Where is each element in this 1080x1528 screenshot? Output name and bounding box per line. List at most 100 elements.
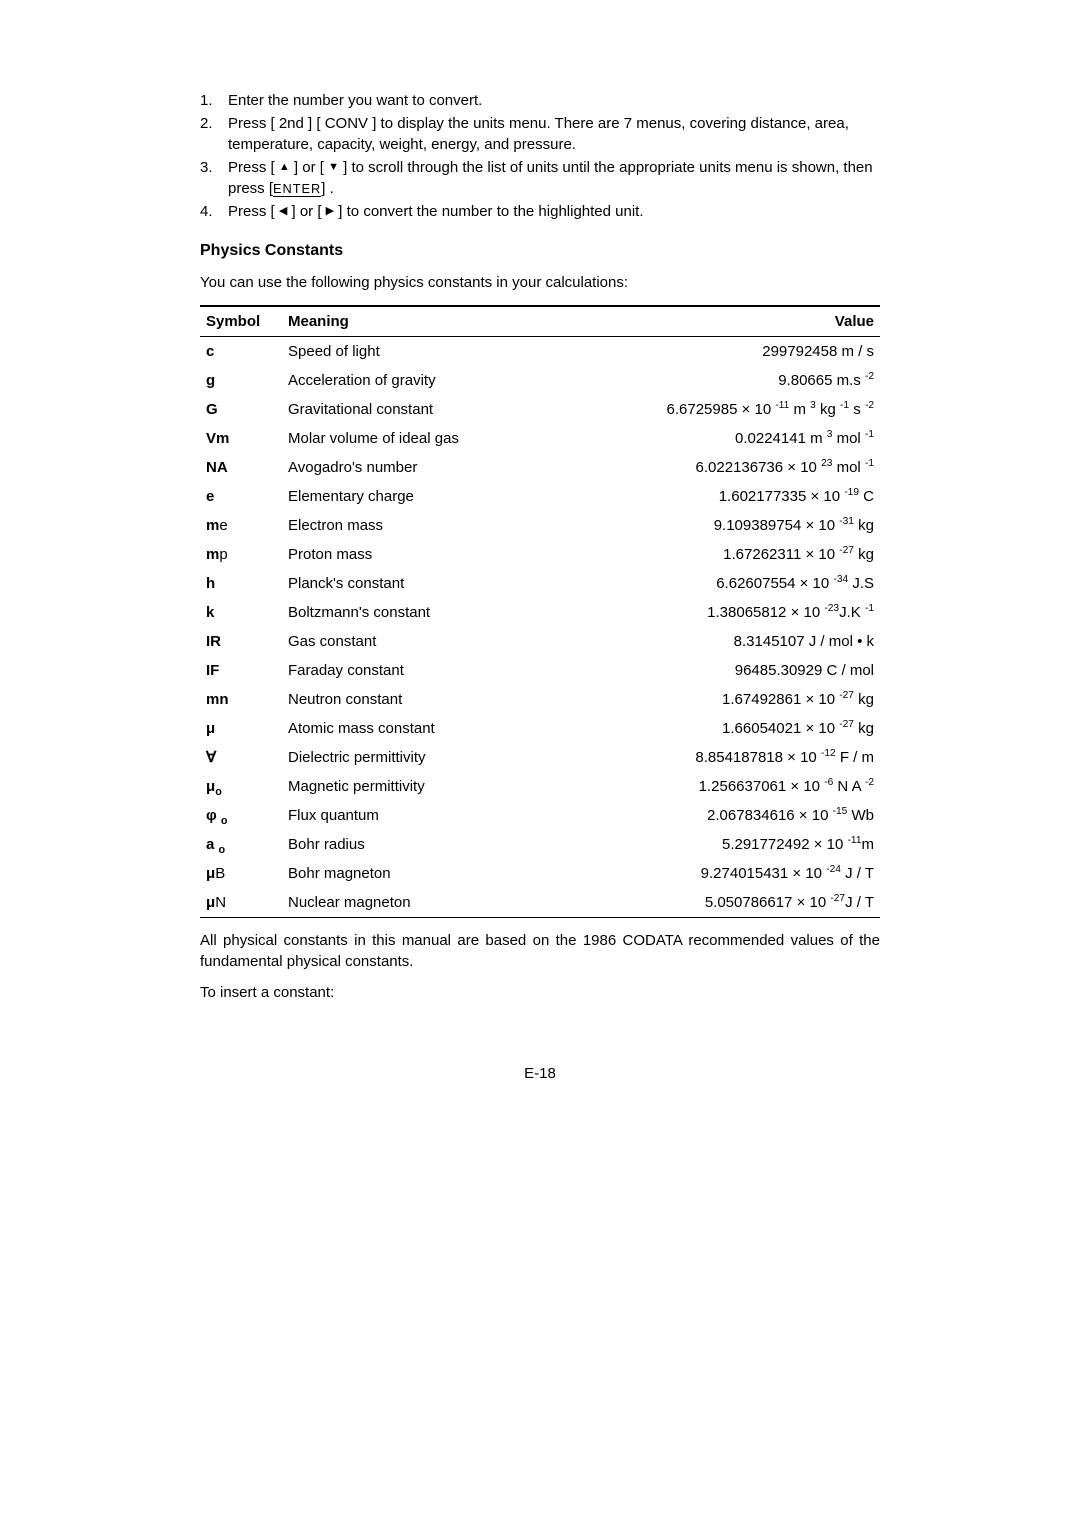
cell-symbol: mp — [200, 540, 282, 569]
cell-value: 1.66054021 × 10 -27 kg — [554, 714, 880, 743]
cell-symbol: ∀ — [200, 743, 282, 772]
cell-symbol: μ — [200, 714, 282, 743]
cell-value: 9.109389754 × 10 -31 kg — [554, 511, 880, 540]
step: 4.Press [ ◀ ] or [ ▶ ] to convert the nu… — [200, 201, 880, 222]
cell-symbol: NA — [200, 453, 282, 482]
cell-symbol: Vm — [200, 424, 282, 453]
step: 1.Enter the number you want to convert. — [200, 90, 880, 111]
cell-symbol: a ο — [200, 830, 282, 859]
header-symbol: Symbol — [200, 306, 282, 337]
cell-meaning: Faraday constant — [282, 656, 554, 685]
step: 2.Press [ 2nd ] [ CONV ] to display the … — [200, 113, 880, 155]
table-row: μNNuclear magneton5.050786617 × 10 -27J … — [200, 888, 880, 918]
cell-value: 1.38065812 × 10 -23J.K -1 — [554, 598, 880, 627]
step: 3.Press [ ▲ ] or [ ▼ ] to scroll through… — [200, 157, 880, 199]
table-row: ∀Dielectric permittivity8.854187818 × 10… — [200, 743, 880, 772]
cell-value: 6.022136736 × 10 23 mol -1 — [554, 453, 880, 482]
cell-value: 8.854187818 × 10 -12 F / m — [554, 743, 880, 772]
cell-meaning: Planck's constant — [282, 569, 554, 598]
table-row: a οBohr radius5.291772492 × 10 -11m — [200, 830, 880, 859]
codata-note: All physical constants in this manual ar… — [200, 930, 880, 972]
cell-value: 96485.30929 C / mol — [554, 656, 880, 685]
cell-meaning: Gravitational constant — [282, 395, 554, 424]
table-row: kBoltzmann's constant1.38065812 × 10 -23… — [200, 598, 880, 627]
cell-symbol: φ ο — [200, 801, 282, 830]
table-row: IFFaraday constant96485.30929 C / mol — [200, 656, 880, 685]
table-row: φ οFlux quantum2.067834616 × 10 -15 Wb — [200, 801, 880, 830]
step-number: 4. — [200, 201, 228, 222]
table-row: μBBohr magneton9.274015431 × 10 -24 J / … — [200, 859, 880, 888]
table-row: mpProton mass1.67262311 × 10 -27 kg — [200, 540, 880, 569]
cell-meaning: Dielectric permittivity — [282, 743, 554, 772]
table-row: VmMolar volume of ideal gas0.0224141 m 3… — [200, 424, 880, 453]
cell-meaning: Magnetic permittivity — [282, 772, 554, 801]
table-row: gAcceleration of gravity9.80665 m.s -2 — [200, 366, 880, 395]
intro-text: You can use the following physics consta… — [200, 272, 880, 293]
cell-meaning: Gas constant — [282, 627, 554, 656]
section-title: Physics Constants — [200, 240, 880, 262]
cell-symbol: me — [200, 511, 282, 540]
cell-meaning: Boltzmann's constant — [282, 598, 554, 627]
cell-symbol: h — [200, 569, 282, 598]
cell-symbol: μN — [200, 888, 282, 918]
cell-value: 9.80665 m.s -2 — [554, 366, 880, 395]
cell-symbol: IF — [200, 656, 282, 685]
cell-meaning: Molar volume of ideal gas — [282, 424, 554, 453]
step-number: 2. — [200, 113, 228, 155]
cell-symbol: μο — [200, 772, 282, 801]
cell-value: 299792458 m / s — [554, 337, 880, 367]
cell-value: 9.274015431 × 10 -24 J / T — [554, 859, 880, 888]
cell-value: 1.602177335 × 10 -19 C — [554, 482, 880, 511]
table-row: hPlanck's constant6.62607554 × 10 -34 J.… — [200, 569, 880, 598]
cell-meaning: Elementary charge — [282, 482, 554, 511]
cell-meaning: Avogadro's number — [282, 453, 554, 482]
table-row: μAtomic mass constant1.66054021 × 10 -27… — [200, 714, 880, 743]
cell-meaning: Neutron constant — [282, 685, 554, 714]
cell-meaning: Acceleration of gravity — [282, 366, 554, 395]
cell-value: 6.62607554 × 10 -34 J.S — [554, 569, 880, 598]
table-row: NAAvogadro's number6.022136736 × 10 23 m… — [200, 453, 880, 482]
step-text: Enter the number you want to convert. — [228, 90, 880, 111]
cell-symbol: G — [200, 395, 282, 424]
step-text: Press [ 2nd ] [ CONV ] to display the un… — [228, 113, 880, 155]
cell-meaning: Proton mass — [282, 540, 554, 569]
step-number: 1. — [200, 90, 228, 111]
step-text: Press [ ▲ ] or [ ▼ ] to scroll through t… — [228, 157, 880, 199]
cell-symbol: IR — [200, 627, 282, 656]
cell-value: 2.067834616 × 10 -15 Wb — [554, 801, 880, 830]
cell-meaning: Atomic mass constant — [282, 714, 554, 743]
step-text: Press [ ◀ ] or [ ▶ ] to convert the numb… — [228, 201, 880, 222]
table-header-row: SymbolMeaningValue — [200, 306, 880, 337]
cell-meaning: Speed of light — [282, 337, 554, 367]
table-row: mnNeutron constant1.67492861 × 10 -27 kg — [200, 685, 880, 714]
cell-symbol: μB — [200, 859, 282, 888]
cell-meaning: Electron mass — [282, 511, 554, 540]
cell-symbol: g — [200, 366, 282, 395]
cell-symbol: mn — [200, 685, 282, 714]
cell-value: 6.6725985 × 10 -11 m 3 kg -1 s -2 — [554, 395, 880, 424]
cell-meaning: Flux quantum — [282, 801, 554, 830]
cell-value: 5.050786617 × 10 -27J / T — [554, 888, 880, 918]
table-row: eElementary charge1.602177335 × 10 -19 C — [200, 482, 880, 511]
table-row: cSpeed of light299792458 m / s — [200, 337, 880, 367]
page-number: E-18 — [200, 1063, 880, 1084]
cell-meaning: Bohr magneton — [282, 859, 554, 888]
cell-meaning: Nuclear magneton — [282, 888, 554, 918]
constants-table: SymbolMeaningValuecSpeed of light2997924… — [200, 305, 880, 918]
cell-value: 0.0224141 m 3 mol -1 — [554, 424, 880, 453]
cell-symbol: e — [200, 482, 282, 511]
header-value: Value — [554, 306, 880, 337]
instruction-steps: 1.Enter the number you want to convert.2… — [200, 90, 880, 222]
table-row: μοMagnetic permittivity1.256637061 × 10 … — [200, 772, 880, 801]
table-row: meElectron mass9.109389754 × 10 -31 kg — [200, 511, 880, 540]
step-number: 3. — [200, 157, 228, 199]
cell-value: 1.256637061 × 10 -6 N A -2 — [554, 772, 880, 801]
cell-value: 1.67492861 × 10 -27 kg — [554, 685, 880, 714]
table-row: IRGas constant8.3145107 J / mol • k — [200, 627, 880, 656]
cell-value: 1.67262311 × 10 -27 kg — [554, 540, 880, 569]
cell-value: 5.291772492 × 10 -11m — [554, 830, 880, 859]
cell-symbol: k — [200, 598, 282, 627]
cell-value: 8.3145107 J / mol • k — [554, 627, 880, 656]
header-meaning: Meaning — [282, 306, 554, 337]
table-row: GGravitational constant6.6725985 × 10 -1… — [200, 395, 880, 424]
